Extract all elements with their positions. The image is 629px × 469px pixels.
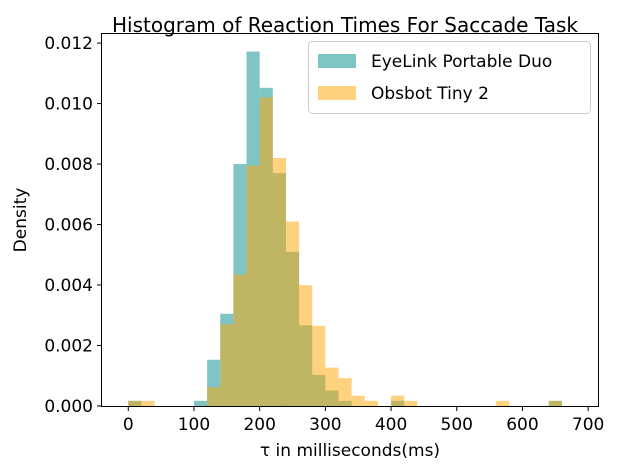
- y-tick-label-4: 0.008: [44, 155, 93, 175]
- legend-swatch-eyelink: [318, 54, 356, 68]
- bar-series-1-bin-3: [220, 324, 234, 406]
- bar-series-1-bin-13: [351, 395, 365, 406]
- x-tick-label-2: 200: [243, 415, 275, 435]
- plot-frame: [101, 33, 599, 407]
- x-tick-label-7: 700: [572, 415, 604, 435]
- y-tick-label-0: 0.000: [44, 397, 93, 417]
- y-tick-label-6: 0.012: [44, 34, 93, 54]
- bar-series-1-bin-11: [325, 367, 339, 406]
- bar-series-1-bin-17: [496, 400, 510, 406]
- axes: [101, 33, 599, 407]
- bar-series-1-bin-4: [233, 274, 247, 406]
- x-tick-label-6: 600: [506, 415, 538, 435]
- legend-label-eyelink: EyeLink Portable Duo: [371, 52, 552, 72]
- y-tick-label-5: 0.010: [44, 95, 93, 115]
- histogram-bars: [128, 51, 562, 406]
- bar-series-1-bin-0: [128, 400, 142, 406]
- bar-series-1-bin-5: [246, 165, 260, 406]
- legend-swatch-obsbot: [318, 86, 356, 100]
- y-axis-ticks: 0.000 0.002 0.004 0.006 0.008 0.010 0.012: [44, 34, 102, 417]
- x-tick-label-0: 0: [123, 415, 134, 435]
- y-tick-label-2: 0.004: [44, 276, 93, 296]
- legend-frame: [308, 41, 591, 114]
- bar-series-1-bin-18: [548, 400, 562, 406]
- legend-label-obsbot: Obsbot Tiny 2: [371, 84, 489, 104]
- x-tick-label-3: 300: [309, 415, 341, 435]
- y-axis-label: Density: [11, 188, 31, 253]
- bar-series-1-bin-9: [299, 285, 313, 406]
- bar-series-1-bin-8: [285, 221, 300, 406]
- bar-series-1-bin-2: [207, 387, 221, 406]
- bar-series-1-bin-16: [404, 400, 418, 406]
- bar-series-1-bin-15: [391, 395, 405, 406]
- x-axis-label: τ in milliseconds(ms): [260, 441, 440, 461]
- x-tick-label-5: 500: [441, 415, 473, 435]
- bar-series-1-bin-12: [338, 378, 352, 406]
- bar-series-1-bin-7: [272, 158, 286, 406]
- x-tick-label-4: 400: [375, 415, 407, 435]
- bar-series-1-bin-14: [364, 400, 378, 406]
- bar-series-1-bin-10: [312, 325, 326, 406]
- bar-series-0-bin-1: [193, 400, 208, 406]
- legend: EyeLink Portable Duo Obsbot Tiny 2: [308, 41, 591, 114]
- bar-series-1-bin-6: [259, 97, 273, 406]
- y-tick-label-3: 0.006: [44, 216, 93, 236]
- bar-series-1-bin-1: [141, 400, 155, 406]
- y-tick-label-1: 0.002: [44, 337, 93, 357]
- x-axis-ticks: 0 100 200 300 400 500 600 700: [123, 406, 604, 435]
- x-tick-label-1: 100: [178, 415, 210, 435]
